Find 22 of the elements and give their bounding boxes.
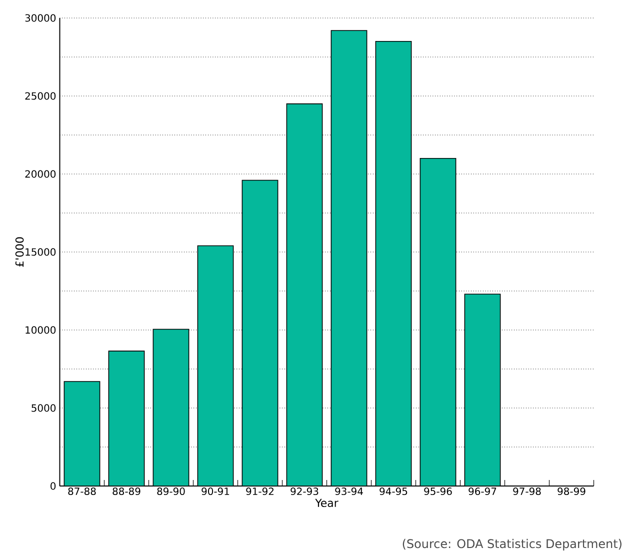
x-tick-label: 93-94 [335, 488, 363, 496]
y-tick-label: 10000 [26, 326, 56, 334]
x-axis-title: Year [315, 498, 338, 508]
x-tick-label: 94-95 [380, 488, 408, 496]
x-tick-label: 89-90 [157, 488, 185, 496]
y-tick-label: 0 [50, 482, 56, 490]
x-tick-label: 88-89 [112, 488, 140, 496]
x-tick-label: 90-91 [202, 488, 230, 496]
x-tick-label: 91-92 [246, 488, 274, 496]
x-tick-label: 96-97 [468, 488, 496, 496]
x-tick-label: 97-98 [513, 488, 541, 496]
y-tick-label: 20000 [25, 170, 56, 178]
y-tick-label: 25000 [25, 92, 56, 100]
x-tick-label: 98-99 [558, 488, 586, 496]
y-tick-label: 30000 [25, 14, 56, 22]
x-tick-label: 95-96 [424, 488, 452, 496]
y-tick-label: 5000 [32, 404, 56, 412]
y-axis-title: £'000 [15, 237, 24, 267]
x-tick-label: 92-93 [290, 488, 318, 496]
x-tick-label: 87-88 [68, 488, 96, 496]
text: (Source: ODA Statistics Department) [402, 538, 622, 550]
y-tick-label: 15000 [26, 248, 56, 256]
